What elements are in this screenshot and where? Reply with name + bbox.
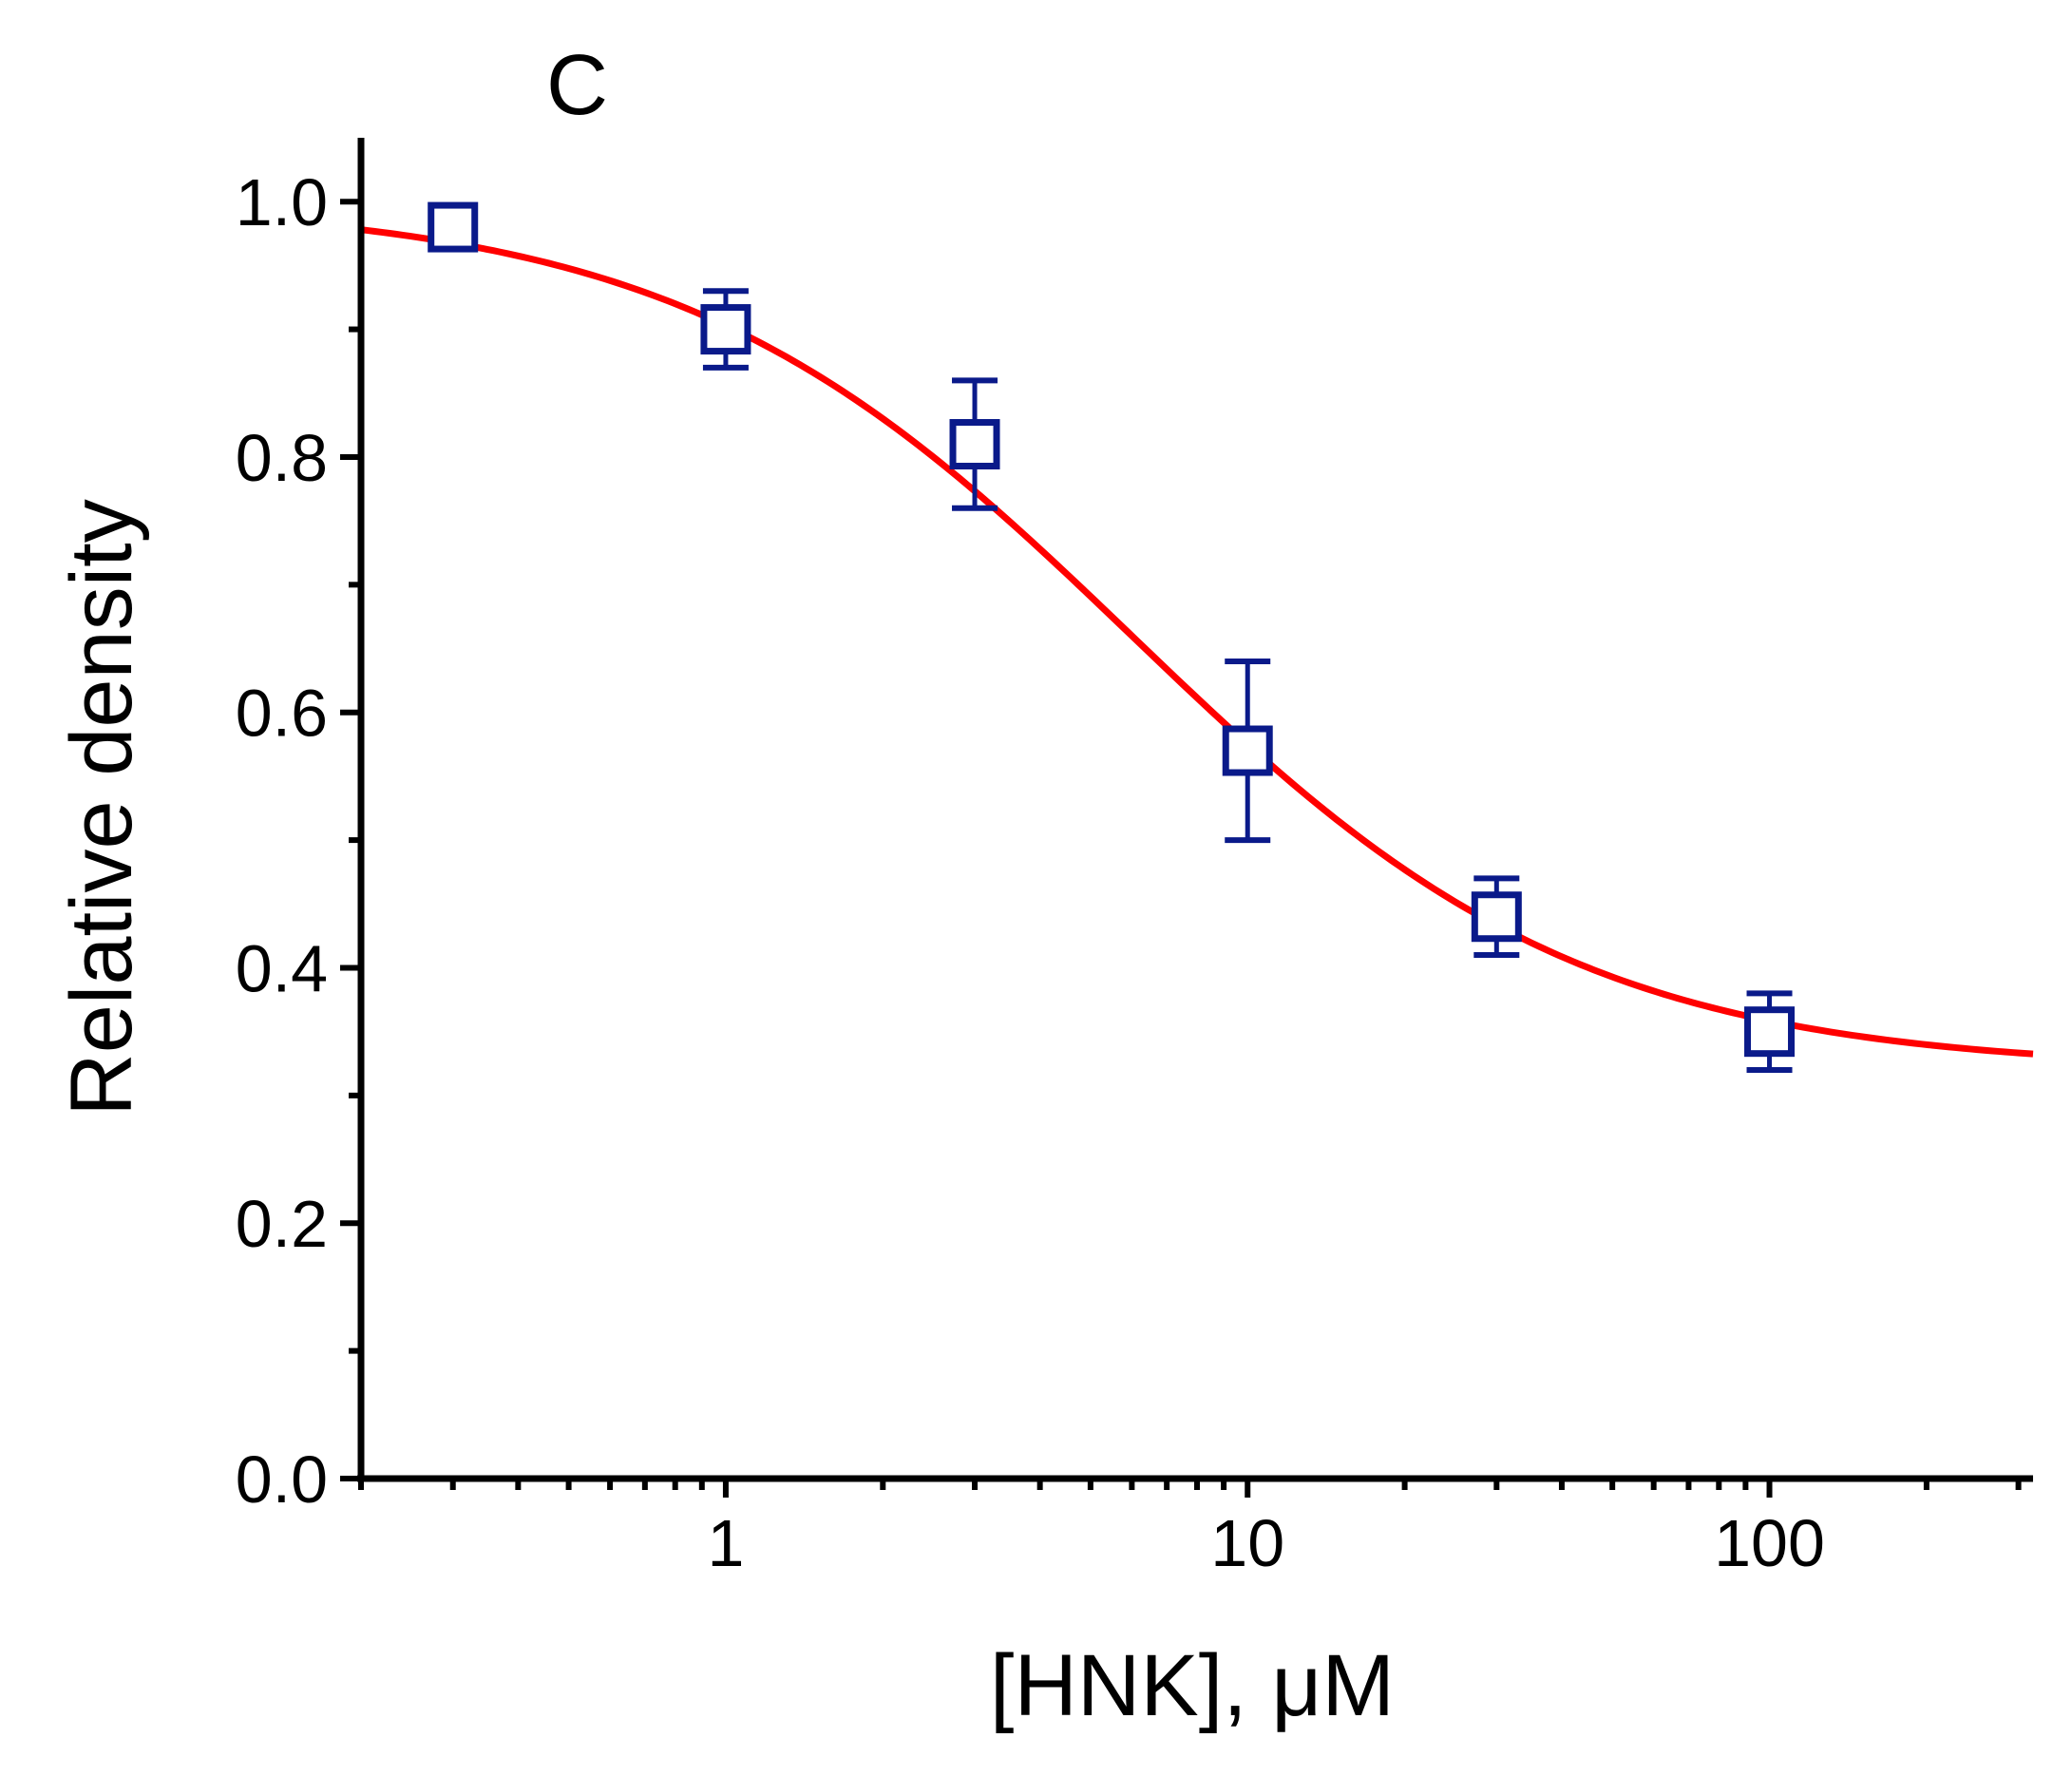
y-tick-label: 0.8 (236, 421, 328, 495)
panel-label: C (546, 38, 608, 133)
square-marker (700, 304, 751, 355)
square-marker (949, 419, 1000, 470)
x-axis-title: [HNK], μM (990, 1637, 1395, 1734)
data-point (1744, 990, 1796, 1073)
x-tick-label: 1 (707, 1506, 744, 1580)
data-point (700, 288, 751, 371)
y-tick-label: 1.0 (236, 165, 328, 239)
square-marker (1222, 725, 1273, 776)
x-tick-label: 10 (1210, 1506, 1284, 1580)
points-layer (428, 201, 1796, 1073)
y-tick-label: 0.4 (236, 931, 328, 1005)
data-point (949, 377, 1000, 511)
y-tick-label: 0.2 (236, 1187, 328, 1261)
fit-curve (360, 226, 2034, 1058)
y-axis-title: Relative density (53, 499, 150, 1116)
square-marker (428, 201, 479, 253)
x-ticks: 1 10 100 (358, 1479, 2022, 1580)
data-point (428, 201, 479, 253)
y-ticks: 0.0 0.2 0.4 0.6 0.8 1.0 (236, 165, 361, 1517)
plot-area: 1 10 100 0.0 0.2 0.4 0.6 0.8 1.0 (236, 138, 2034, 1580)
y-tick-label: 0.6 (236, 677, 328, 751)
data-point (1222, 658, 1273, 844)
square-marker (1744, 1006, 1796, 1058)
x-tick-label: 100 (1714, 1506, 1825, 1580)
data-point (1471, 875, 1522, 959)
fit-layer (360, 226, 2034, 1058)
square-marker (1471, 891, 1522, 943)
y-tick-label: 0.0 (236, 1442, 328, 1517)
